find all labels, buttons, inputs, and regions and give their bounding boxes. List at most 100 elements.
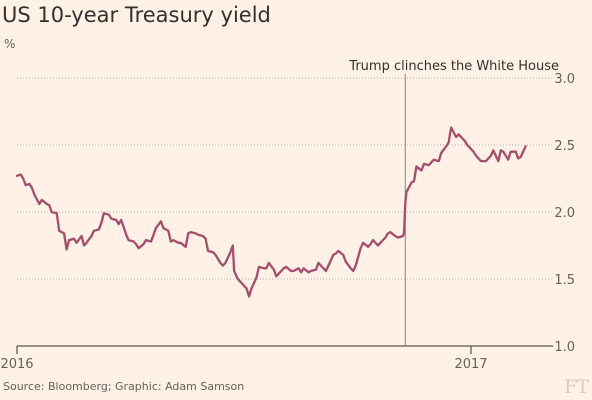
- data-point: [403, 232, 405, 235]
- data-point: [197, 233, 200, 236]
- data-point: [265, 267, 268, 270]
- data-point: [427, 164, 430, 167]
- data-point: [334, 252, 337, 255]
- data-point: [349, 267, 352, 270]
- data-point: [120, 219, 123, 221]
- data-point: [310, 270, 312, 272]
- data-point: [463, 140, 466, 142]
- data-point: [430, 161, 433, 164]
- data-point: [422, 162, 425, 165]
- data-point: [236, 278, 239, 280]
- data-point: [107, 213, 110, 216]
- data-point: [396, 236, 399, 239]
- data-point: [240, 282, 243, 284]
- data-point: [127, 239, 130, 242]
- data-point: [449, 133, 451, 136]
- data-point: [135, 243, 137, 246]
- data-point: [204, 237, 207, 240]
- data-point: [110, 217, 113, 220]
- data-point: [73, 237, 75, 240]
- data-point: [307, 271, 310, 274]
- data-point: [317, 262, 320, 264]
- data-point: [80, 235, 83, 238]
- data-point: [401, 235, 404, 238]
- data-point: [28, 182, 31, 185]
- data-point: [440, 152, 443, 154]
- data-point: [248, 295, 250, 298]
- y-axis-unit-label: %: [4, 37, 16, 51]
- data-point: [457, 133, 460, 136]
- data-point: [292, 270, 295, 272]
- data-point: [85, 241, 88, 244]
- data-point: [177, 241, 180, 244]
- data-point: [475, 154, 477, 157]
- gridlines: [17, 77, 553, 280]
- data-point: [372, 239, 374, 242]
- data-point: [472, 150, 475, 153]
- series-group: [15, 126, 527, 298]
- data-point: [445, 145, 448, 148]
- data-point: [455, 136, 458, 138]
- data-point: [519, 156, 522, 158]
- data-point: [362, 241, 364, 244]
- data-point: [384, 236, 387, 239]
- data-point: [68, 239, 70, 242]
- data-point: [450, 126, 453, 129]
- data-point: [38, 203, 41, 205]
- data-point: [222, 264, 224, 267]
- data-point: [115, 219, 118, 221]
- data-point: [432, 158, 435, 161]
- data-point: [524, 145, 527, 148]
- data-point: [150, 240, 152, 243]
- data-point: [379, 241, 382, 244]
- data-point: [502, 150, 505, 153]
- data-point: [30, 186, 33, 189]
- data-point: [137, 247, 140, 250]
- data-point: [275, 275, 278, 278]
- data-point: [354, 264, 357, 267]
- ft-logo: FT: [564, 376, 589, 398]
- data-point: [172, 239, 175, 242]
- data-point: [509, 150, 512, 153]
- data-point: [272, 268, 275, 271]
- data-point: [447, 141, 450, 144]
- data-point: [517, 157, 520, 160]
- data-point: [22, 177, 25, 180]
- data-point: [179, 241, 182, 244]
- data-point: [93, 229, 95, 232]
- data-point: [497, 160, 500, 162]
- data-point: [219, 262, 222, 264]
- data-point: [389, 231, 392, 234]
- data-point: [152, 233, 155, 236]
- data-point: [420, 169, 423, 172]
- data-point: [55, 212, 58, 215]
- data-point: [492, 149, 495, 152]
- data-point: [65, 248, 68, 251]
- data-point: [514, 150, 517, 153]
- data-point: [262, 267, 265, 270]
- data-point: [437, 160, 440, 162]
- data-point: [297, 267, 300, 270]
- data-point: [394, 235, 397, 238]
- data-point: [285, 266, 288, 268]
- y-tick-label: 2.5: [554, 139, 575, 154]
- data-point: [290, 270, 293, 272]
- data-point: [214, 253, 217, 256]
- data-point: [19, 173, 22, 176]
- y-tick-label: 2.0: [554, 206, 575, 221]
- data-point: [189, 231, 192, 234]
- data-point: [413, 180, 415, 183]
- data-point: [224, 262, 227, 264]
- x-axis: 2016 2017: [0, 345, 553, 372]
- data-point: [102, 212, 105, 215]
- data-point: [75, 241, 78, 244]
- data-point: [202, 235, 204, 238]
- chart-title: US 10-year Treasury yield: [2, 3, 271, 27]
- data-point: [405, 191, 408, 193]
- data-point: [282, 267, 285, 270]
- data-point: [145, 239, 147, 242]
- data-point: [167, 229, 170, 232]
- data-point: [315, 268, 317, 271]
- data-point: [302, 267, 305, 270]
- y-axis-ticks: 1.0 1.5 2.0 2.5 3.0: [554, 72, 575, 355]
